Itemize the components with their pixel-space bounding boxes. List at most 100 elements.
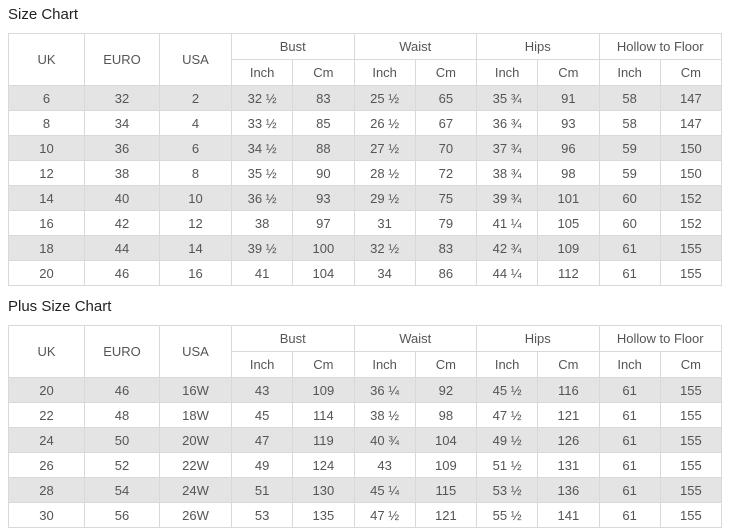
table-cell: 25 ½: [353, 85, 416, 111]
table-row: 6 32 2 32 ½ 83 25 ½ 65 35 ¾ 91 58 147: [8, 85, 723, 111]
table-cell: 61: [598, 452, 661, 478]
table-cell: 60: [598, 210, 661, 236]
header-row-groups: UK EURO USA Bust Waist Hips Hollow to Floor: [8, 325, 722, 378]
table-cell: 136: [537, 477, 600, 503]
header-row-units: Inch Cm Inch Cm Inch Cm Inch Cm: [9, 59, 723, 86]
table-cell: 12: [159, 210, 232, 236]
column-header: UK: [8, 325, 85, 378]
table-cell: 61: [598, 377, 661, 403]
table-cell: 35 ½: [230, 160, 294, 186]
group-header: Bust: [231, 325, 355, 352]
table-cell: 155: [659, 402, 723, 428]
table-cell: 6: [8, 85, 85, 111]
table-cell: 12: [8, 160, 85, 186]
table-header: UK EURO USA Bust Waist Hips Hollow to Floor Inc…: [8, 33, 723, 86]
unit-header: Inch: [475, 351, 539, 378]
table-cell: 112: [537, 260, 600, 286]
table-cell: 2: [159, 85, 232, 111]
table-row: 24 50 20W 47 119 40 ¾ 104 49 ½ 126 61 155: [8, 427, 723, 453]
table-cell: 121: [537, 402, 600, 428]
table-cell: 50: [84, 427, 160, 453]
unit-header: Inch: [598, 351, 661, 378]
table-cell: 46: [84, 260, 160, 286]
table-cell: 24: [8, 427, 85, 453]
table-cell: 58: [598, 110, 661, 136]
table-cell: 39 ¾: [475, 185, 539, 211]
table-cell: 131: [537, 452, 600, 478]
table-cell: 135: [292, 502, 355, 528]
table-cell: 22W: [159, 452, 232, 478]
table-cell: 61: [598, 502, 661, 528]
table-cell: 147: [659, 85, 723, 111]
group-header: Hollow to Floor: [598, 325, 722, 352]
header-row-groups: UK EURO USA Bust Waist Hips Hollow to Floor: [8, 33, 722, 86]
table-cell: 43: [353, 452, 416, 478]
unit-header: Inch: [353, 59, 416, 86]
table-cell: 35 ¾: [475, 85, 539, 111]
table-cell: 109: [414, 452, 478, 478]
plus-size-chart-section: Plus Size Chart UK EURO USA Bust Waist Hips Ho…: [8, 297, 723, 528]
table-cell: 22: [8, 402, 85, 428]
table-cell: 126: [537, 427, 600, 453]
table-cell: 61: [598, 402, 661, 428]
table-cell: 59: [598, 160, 661, 186]
table-cell: 26 ½: [353, 110, 416, 136]
table-cell: 86: [414, 260, 478, 286]
table-cell: 18W: [159, 402, 232, 428]
table-cell: 43: [230, 377, 294, 403]
table-cell: 79: [414, 210, 478, 236]
table-cell: 45 ½: [475, 377, 539, 403]
table-cell: 44: [84, 235, 160, 261]
table-cell: 47: [230, 427, 294, 453]
table-cell: 155: [659, 377, 723, 403]
table-row: 20 46 16 41 104 34 86 44 ¼ 112 61 155: [8, 260, 723, 286]
table-cell: 39 ½: [230, 235, 294, 261]
table-cell: 16W: [159, 377, 232, 403]
table-cell: 32: [84, 85, 160, 111]
table-cell: 53: [230, 502, 294, 528]
table-cell: 100: [292, 235, 355, 261]
table-cell: 14: [159, 235, 232, 261]
table-cell: 155: [659, 235, 723, 261]
table-cell: 56: [84, 502, 160, 528]
group-header: Hollow to Floor: [598, 33, 722, 60]
table-cell: 8: [159, 160, 232, 186]
table-cell: 101: [537, 185, 600, 211]
table-cell: 104: [414, 427, 478, 453]
table-cell: 75: [414, 185, 478, 211]
group-header: Bust: [231, 33, 355, 60]
table-cell: 31: [353, 210, 416, 236]
table-cell: 88: [292, 135, 355, 161]
table-cell: 72: [414, 160, 478, 186]
table-row: 22 48 18W 45 114 38 ½ 98 47 ½ 121 61 155: [8, 402, 723, 428]
table-cell: 119: [292, 427, 355, 453]
table-cell: 34 ½: [230, 135, 294, 161]
table-cell: 20: [8, 377, 85, 403]
table-row: 28 54 24W 51 130 45 ¼ 115 53 ½ 136 61 155: [8, 477, 723, 503]
table-cell: 38 ¾: [475, 160, 539, 186]
table-cell: 61: [598, 477, 661, 503]
table-cell: 83: [414, 235, 478, 261]
table-cell: 93: [537, 110, 600, 136]
table-row: 8 34 4 33 ½ 85 26 ½ 67 36 ¾ 93 58 147: [8, 110, 723, 136]
table-row: 10 36 6 34 ½ 88 27 ½ 70 37 ¾ 96 59 150: [8, 135, 723, 161]
group-header: Hips: [476, 325, 600, 352]
table-cell: 155: [659, 502, 723, 528]
table-cell: 47 ½: [353, 502, 416, 528]
table-cell: 98: [537, 160, 600, 186]
table-body: 20 46 16W 43 109 36 ¼ 92 45 ½ 116 61 155 22 48 18W 45 1…: [8, 377, 723, 528]
table-cell: 10: [8, 135, 85, 161]
table-cell: 98: [414, 402, 478, 428]
unit-header: Cm: [537, 351, 600, 378]
table-cell: 32 ½: [353, 235, 416, 261]
table-cell: 104: [292, 260, 355, 286]
table-cell: 42: [84, 210, 160, 236]
table-cell: 30: [8, 502, 85, 528]
table-cell: 44 ¼: [475, 260, 539, 286]
table-cell: 16: [159, 260, 232, 286]
table-cell: 147: [659, 110, 723, 136]
table-cell: 124: [292, 452, 355, 478]
table-cell: 96: [537, 135, 600, 161]
size-chart-title: Size Chart: [8, 6, 79, 23]
